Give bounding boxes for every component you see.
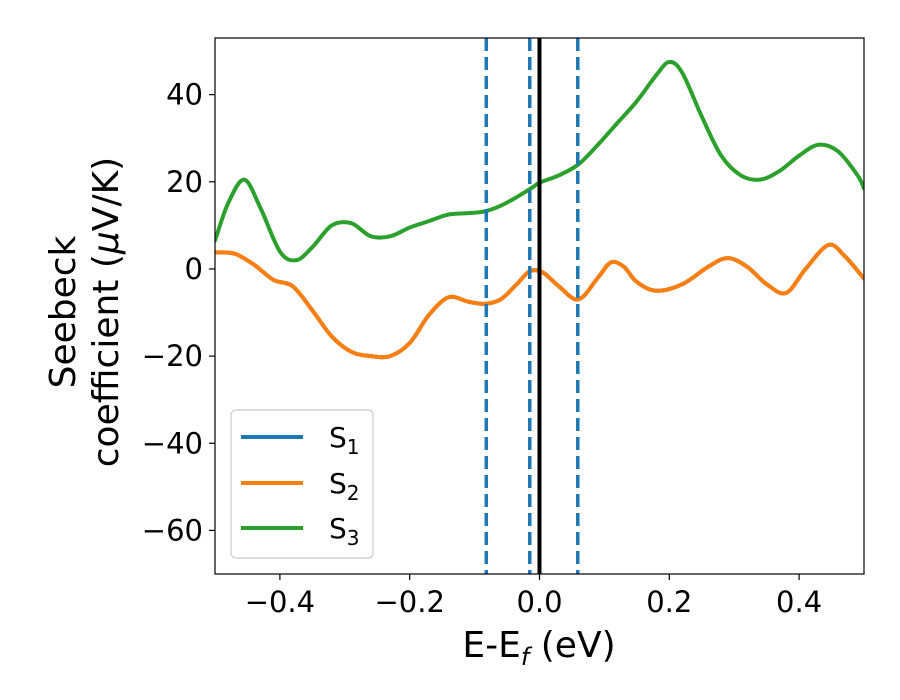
y-tick-label: −20 (142, 339, 203, 373)
y-axis-label-post: V/K) (86, 157, 127, 231)
plot-area (215, 38, 864, 574)
series-line-s3 (215, 59, 864, 263)
x-tick-label: 0.0 (516, 585, 562, 619)
legend-label-s1-sub: 1 (347, 435, 360, 459)
legend-label-s2-sub: 2 (347, 481, 360, 505)
legend: S1 S2 S3 (230, 409, 374, 559)
y-tick-label: −60 (142, 513, 203, 547)
x-tick-label: 0.2 (646, 585, 692, 619)
y-axis-label-pre: coefficient ( (86, 254, 127, 467)
legend-label-s1: S1 (329, 421, 360, 459)
y-axis-label-line2: coefficient (μV/K) (86, 157, 127, 467)
x-axis-label-tail: (eV) (529, 625, 615, 666)
y-axis-label-mu: μ (86, 231, 127, 255)
x-tick-label: −0.2 (374, 585, 444, 619)
legend-label-s2: S2 (329, 467, 360, 505)
x-tick-label: −0.4 (245, 585, 315, 619)
legend-label-s2-main: S (329, 467, 347, 500)
x-axis-label-main: E-E (462, 625, 520, 666)
series-line-s2 (215, 242, 864, 360)
y-tick-label: 40 (166, 78, 203, 112)
x-axis-label: E-Ef (eV) (462, 625, 615, 671)
legend-label-s1-main: S (329, 421, 347, 454)
legend-label-s3: S3 (329, 512, 360, 550)
legend-label-s3-sub: 3 (347, 526, 360, 550)
y-tick-label: 20 (166, 165, 203, 199)
y-axis-label-line1: Seebeck (43, 235, 84, 388)
axis-ticks: −0.4 −0.2 0.0 0.2 0.4 −60 −40 −20 0 20 40 (142, 78, 822, 619)
legend-label-s3-main: S (329, 512, 347, 545)
x-tick-label: 0.4 (776, 585, 822, 619)
y-tick-label: −40 (142, 426, 203, 460)
y-tick-label: 0 (185, 252, 203, 286)
y-axis-label: Seebeck coefficient (μV/K) (43, 157, 127, 467)
